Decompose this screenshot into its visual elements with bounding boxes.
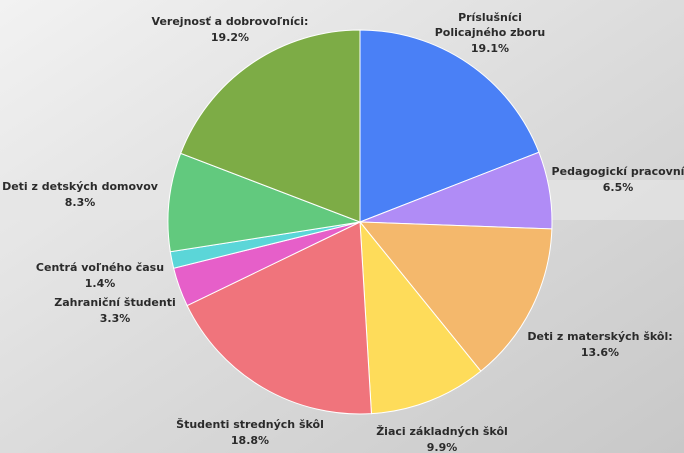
slice-label: Verejnosť a dobrovoľníci: bbox=[152, 15, 309, 28]
slice-label: Centrá voľného času bbox=[36, 261, 164, 274]
chart: Príslušníci Policajného zboru 19.1% Pedagog… bbox=[0, 0, 684, 453]
slice-label: Deti z materských škôl: bbox=[527, 330, 672, 343]
slice-label: Pedagogickí pracovní bbox=[552, 165, 684, 178]
value-label: 18.8% bbox=[231, 434, 269, 447]
value-label: 19.2% bbox=[211, 31, 249, 44]
value-label: 6.5% bbox=[603, 181, 634, 194]
value-label: 8.3% bbox=[65, 196, 96, 209]
slice-label: Deti z detských domovov bbox=[2, 180, 159, 193]
value-label: 3.3% bbox=[100, 312, 131, 325]
slice-label: Policajného zboru bbox=[435, 26, 545, 39]
slice-label: Žiaci základných škôl bbox=[376, 425, 508, 438]
slice-label: Zahraniční študenti bbox=[54, 296, 175, 309]
value-label: 1.4% bbox=[85, 277, 116, 290]
value-label: 19.1% bbox=[471, 42, 509, 55]
slice-label: Študenti stredných škôl bbox=[176, 418, 324, 431]
value-label: 9.9% bbox=[427, 441, 458, 453]
value-label: 13.6% bbox=[581, 346, 619, 359]
slice-label: Príslušníci bbox=[458, 11, 522, 24]
